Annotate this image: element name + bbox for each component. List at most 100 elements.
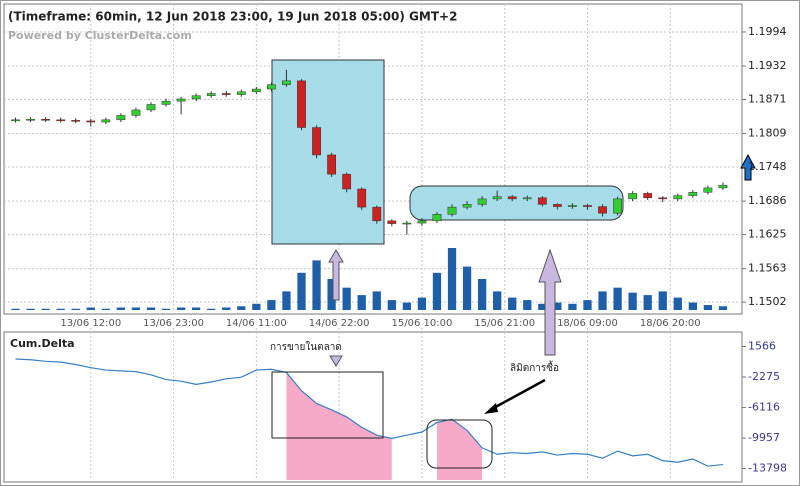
y-tick-label: 1.1686 (748, 194, 787, 207)
volume-bar (192, 307, 201, 310)
arrow-head (484, 403, 498, 414)
candle-body (613, 198, 622, 214)
volume-bar (297, 272, 306, 310)
candle-body (146, 104, 156, 111)
volume-bar (71, 308, 80, 310)
volume-bar (86, 307, 95, 310)
arrow (328, 249, 344, 301)
candle-body (387, 220, 397, 224)
volume-bar (493, 291, 502, 310)
y-tick-label: 1.1809 (748, 127, 787, 140)
candle-body (643, 193, 653, 199)
candle-body (537, 197, 547, 205)
volume-bar (26, 308, 35, 310)
candle-body (101, 119, 111, 123)
y-tick-label: -2275 (748, 370, 780, 383)
volume-bar (282, 291, 291, 310)
y-tick-label: -9957 (748, 431, 780, 444)
volume-bar (508, 297, 517, 310)
candle-body (251, 88, 261, 93)
candle-body (688, 192, 698, 196)
candle-body (658, 197, 668, 200)
candle-body (342, 173, 352, 190)
highlight-box (271, 59, 385, 245)
volume-bar (718, 306, 728, 310)
volume-bar (131, 307, 141, 310)
x-tick-label: 13/06 12:00 (60, 318, 121, 329)
delta-area (436, 419, 483, 480)
volume-bar (357, 295, 366, 310)
volume-bar (643, 295, 652, 310)
candle-body (191, 95, 201, 100)
y-tick-label: 1.1748 (748, 160, 787, 173)
x-tick-label: 18/06 20:00 (640, 318, 701, 329)
candle-body (492, 196, 502, 200)
volume-bar (252, 303, 261, 310)
y-tick-label: 1.1625 (748, 228, 787, 241)
candle-body (372, 206, 382, 222)
volume-bar (583, 300, 592, 310)
arrow (489, 378, 546, 412)
delta-panel (3, 331, 743, 483)
volume-bar (116, 307, 126, 310)
volume-bar (267, 300, 276, 310)
x-tick-label: 15/06 10:00 (392, 318, 453, 329)
candle-body (312, 127, 321, 156)
candle-body (236, 91, 246, 95)
y-tick-label: 1.1563 (748, 262, 787, 275)
candle-body (327, 154, 336, 175)
annotation: การขายในตลาด (270, 341, 342, 353)
panel-title: Cum.Delta (10, 337, 75, 350)
x-tick-label: 14/06 11:00 (226, 318, 287, 329)
volume-bar (417, 297, 427, 310)
candle-body (598, 206, 607, 214)
candle-body (718, 184, 728, 189)
highlight-box (409, 185, 624, 221)
y-tick-label: 1.1932 (748, 59, 787, 72)
volume-bar (613, 287, 622, 310)
volume-bar (11, 308, 20, 310)
volume-bar (462, 266, 472, 310)
volume-bar (523, 300, 532, 310)
candle-body (297, 80, 306, 128)
volume-bar (553, 302, 562, 310)
volume-bar (327, 279, 336, 310)
candle-body (282, 80, 291, 85)
volume-bar (101, 308, 110, 310)
candle-body (402, 222, 412, 225)
y-tick-label: 1566 (748, 340, 776, 353)
candle-body (703, 187, 713, 193)
candle-body (267, 84, 276, 90)
candle-body (462, 204, 472, 208)
volume-bar (372, 291, 381, 310)
x-tick-label: 14/06 22:00 (309, 318, 370, 329)
volume-bar (432, 272, 442, 310)
volume-bar (56, 308, 65, 310)
x-tick-label: 18/06 09:00 (557, 318, 618, 329)
candle-body (552, 204, 562, 207)
y-tick-label: 1.1871 (748, 93, 787, 106)
volume-bar (387, 300, 396, 310)
arrow (329, 355, 343, 367)
candle-body (507, 196, 517, 200)
volume-bar (342, 287, 351, 310)
volume-bar (207, 308, 216, 310)
arrow (740, 153, 756, 181)
annotation-box (271, 371, 384, 439)
volume-bar (146, 307, 156, 310)
x-tick-label: 13/06 23:00 (143, 318, 204, 329)
candle-body (432, 214, 442, 222)
volume-bar (477, 279, 487, 310)
candle-body (26, 119, 35, 121)
candle-body (11, 119, 20, 122)
volume-bar (703, 305, 713, 310)
candle-body (417, 220, 427, 224)
volume-bar (237, 306, 246, 310)
volume-bar (447, 248, 457, 310)
candle-body (56, 119, 66, 122)
candle-body (176, 98, 186, 102)
volume-bar (161, 308, 171, 310)
volume-bar (41, 308, 50, 310)
